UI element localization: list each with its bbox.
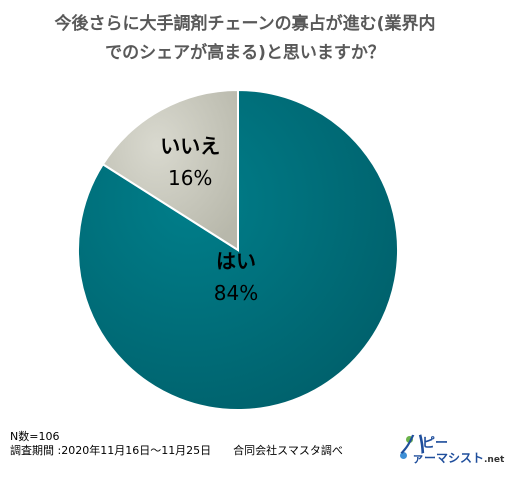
logo-top-text: ピー xyxy=(422,436,449,451)
chart-title-line-1: 今後さらに大手調剤チェーンの寡占が進む(業界内 xyxy=(54,14,436,34)
logo-dot-green xyxy=(406,436,413,443)
logo-bottom-word: ァーマシスト xyxy=(412,451,485,465)
slice-percent-no: 16% xyxy=(168,166,212,190)
pie-slice-no xyxy=(101,88,239,252)
logo-mark: ハ xyxy=(398,428,427,461)
logo-net-text: .net xyxy=(484,455,505,465)
slice-label-no: いいえ xyxy=(160,134,220,158)
chart-title: 今後さらに大手調剤チェーンの寡占が進む(業界内 でのシェアが高まる)と思いますか… xyxy=(0,10,490,68)
chart-title-line-2: でのシェアが高まる)と思いますか？ xyxy=(105,43,385,63)
happy-pharmacist-logo: ハ ピー ァーマシスト.net xyxy=(398,430,510,470)
slice-label-yes: はい xyxy=(216,249,256,273)
logo-dot-blue xyxy=(400,452,407,459)
slice-percent-yes: 84% xyxy=(214,281,258,305)
survey-period-note: 調査期間 :2020年11月16日～11月25日 合同会社スマスタ調べ xyxy=(10,444,343,457)
sample-size-note: N数=106 xyxy=(10,430,60,443)
logo-bottom-text: ァーマシスト.net xyxy=(412,449,504,466)
